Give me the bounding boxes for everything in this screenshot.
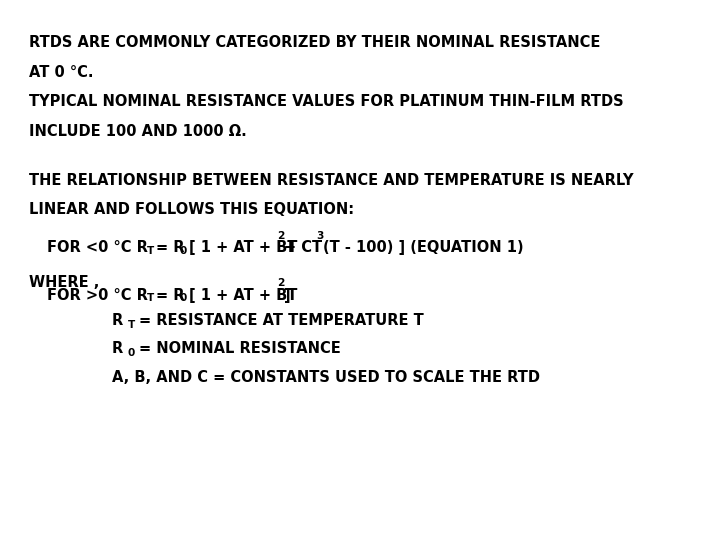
Text: FOR >0 °C R: FOR >0 °C R xyxy=(47,288,148,303)
Text: THE RELATIONSHIP BETWEEN RESISTANCE AND TEMPERATURE IS NEARLY: THE RELATIONSHIP BETWEEN RESISTANCE AND … xyxy=(29,173,634,188)
Text: = R: = R xyxy=(156,240,185,255)
Text: T: T xyxy=(147,246,154,256)
Text: 0: 0 xyxy=(127,348,135,358)
Text: + CT: + CT xyxy=(284,240,323,255)
Text: 0: 0 xyxy=(180,246,187,256)
Text: T: T xyxy=(127,320,135,330)
Text: T: T xyxy=(147,293,154,303)
Text: ]: ] xyxy=(284,288,291,303)
Text: FOR <0 °C R: FOR <0 °C R xyxy=(47,240,148,255)
Text: A, B, AND C = CONSTANTS USED TO SCALE THE RTD: A, B, AND C = CONSTANTS USED TO SCALE TH… xyxy=(112,370,539,385)
Text: [ 1 + AT + BT: [ 1 + AT + BT xyxy=(189,288,298,303)
Text: WHERE ,: WHERE , xyxy=(29,275,99,291)
Text: 2: 2 xyxy=(277,231,284,241)
Text: = R: = R xyxy=(156,288,185,303)
Text: 2: 2 xyxy=(277,278,284,288)
Text: = RESISTANCE AT TEMPERATURE T: = RESISTANCE AT TEMPERATURE T xyxy=(139,313,423,328)
Text: = NOMINAL RESISTANCE: = NOMINAL RESISTANCE xyxy=(139,341,341,356)
Text: TYPICAL NOMINAL RESISTANCE VALUES FOR PLATINUM THIN-FILM RTDS: TYPICAL NOMINAL RESISTANCE VALUES FOR PL… xyxy=(29,94,624,110)
Text: R: R xyxy=(112,313,123,328)
Text: (T - 100) ] (EQUATION 1): (T - 100) ] (EQUATION 1) xyxy=(323,240,524,255)
Text: [ 1 + AT + BT: [ 1 + AT + BT xyxy=(189,240,298,255)
Text: INCLUDE 100 AND 1000 Ω.: INCLUDE 100 AND 1000 Ω. xyxy=(29,124,246,139)
Text: 3: 3 xyxy=(316,231,323,241)
Text: 0: 0 xyxy=(180,293,187,303)
Text: LINEAR AND FOLLOWS THIS EQUATION:: LINEAR AND FOLLOWS THIS EQUATION: xyxy=(29,202,354,218)
Text: RTDS ARE COMMONLY CATEGORIZED BY THEIR NOMINAL RESISTANCE: RTDS ARE COMMONLY CATEGORIZED BY THEIR N… xyxy=(29,35,600,50)
Text: AT 0 °C.: AT 0 °C. xyxy=(29,65,94,80)
Text: R: R xyxy=(112,341,123,356)
